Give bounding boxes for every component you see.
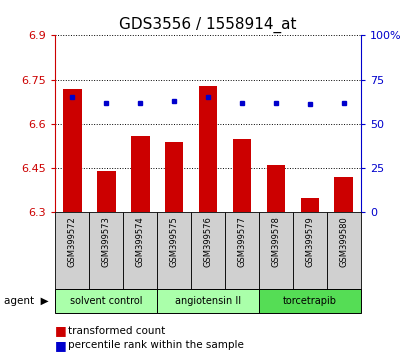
Text: ■: ■ (55, 339, 67, 352)
Bar (164, 142, 183, 212)
Bar (334, 177, 352, 212)
Bar (97, 171, 115, 212)
Text: GSM399575: GSM399575 (169, 216, 178, 267)
Bar (130, 136, 149, 212)
Bar (232, 139, 251, 212)
Text: transformed count: transformed count (67, 326, 164, 336)
Text: GSM399580: GSM399580 (339, 216, 348, 267)
Text: GSM399573: GSM399573 (101, 216, 110, 267)
Text: GSM399572: GSM399572 (67, 216, 76, 267)
Text: GSM399576: GSM399576 (203, 216, 212, 267)
Text: angiotensin II: angiotensin II (175, 296, 240, 306)
Text: ■: ■ (55, 325, 67, 337)
Text: agent  ▶: agent ▶ (4, 296, 49, 306)
Bar (63, 88, 81, 212)
Text: GSM399577: GSM399577 (237, 216, 246, 267)
Text: percentile rank within the sample: percentile rank within the sample (67, 340, 243, 350)
Bar (198, 86, 217, 212)
Text: GSM399574: GSM399574 (135, 216, 144, 267)
Title: GDS3556 / 1558914_at: GDS3556 / 1558914_at (119, 16, 296, 33)
Text: GSM399578: GSM399578 (271, 216, 280, 267)
Bar (300, 198, 319, 212)
Bar (266, 165, 285, 212)
Text: torcetrapib: torcetrapib (282, 296, 336, 306)
Text: GSM399579: GSM399579 (305, 216, 314, 267)
Text: solvent control: solvent control (70, 296, 142, 306)
